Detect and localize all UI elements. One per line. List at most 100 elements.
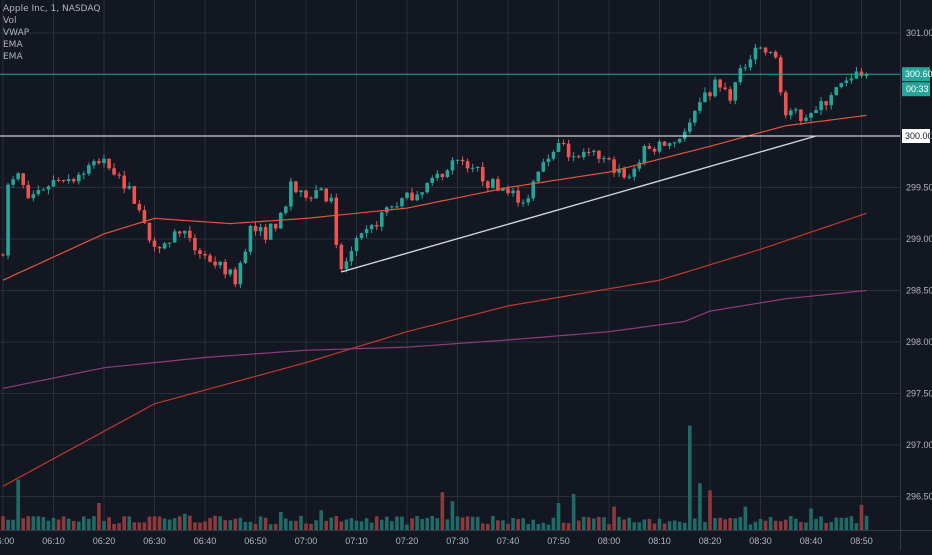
volume-bar <box>758 518 763 530</box>
candle-body <box>597 150 601 159</box>
candle-body <box>82 173 86 175</box>
legend-symbol[interactable]: Apple Inc, 1, NASDAQ <box>3 4 101 14</box>
candle-body <box>703 92 707 103</box>
legend-study-ema-slow[interactable]: EMA <box>3 52 23 62</box>
legend-study-volume[interactable]: Vol <box>3 16 17 26</box>
candle-body <box>637 162 642 169</box>
candle-body <box>607 158 611 160</box>
legend-study-vwap[interactable]: VWAP <box>3 28 30 38</box>
candle-body <box>228 269 233 275</box>
volume-bar <box>516 519 520 530</box>
candle-body <box>46 186 51 190</box>
candle-body <box>167 242 172 244</box>
volume-bar <box>602 517 606 530</box>
candle-body <box>794 109 798 111</box>
volume-bar <box>854 523 859 530</box>
candle-body <box>268 223 273 240</box>
time-axis-label: 08:40 <box>800 536 823 546</box>
candle-body <box>541 161 546 172</box>
candle-body <box>379 212 384 227</box>
price-axis-label: 298.50 <box>906 286 932 296</box>
candle-body <box>248 225 253 252</box>
candle-body <box>137 203 142 211</box>
volume-bar <box>16 479 20 530</box>
volume-bar <box>278 512 283 530</box>
volume-bar <box>849 516 854 530</box>
volume-bar <box>642 519 647 530</box>
candle-body <box>789 110 793 116</box>
volume-bar <box>480 523 485 530</box>
candle-body <box>839 83 844 88</box>
volume-bar <box>319 510 323 530</box>
price-axis-label: 301.00 <box>906 28 932 38</box>
volume-bar <box>268 524 273 530</box>
candle-body <box>455 159 460 161</box>
candle-body <box>127 186 132 189</box>
volume-bar <box>647 518 652 530</box>
time-axis-label: 07:20 <box>396 536 419 546</box>
volume-bar <box>284 518 288 530</box>
volume-bar <box>576 520 581 530</box>
volume-bar <box>76 521 81 530</box>
candle-body <box>299 190 303 193</box>
volume-bar <box>36 516 41 530</box>
candle-body <box>496 179 500 191</box>
candle-body <box>223 261 227 275</box>
volume-bar <box>46 520 51 530</box>
candle-body <box>486 181 490 188</box>
volume-bar <box>273 523 278 530</box>
volume-bar <box>1 516 5 530</box>
volume-bar <box>107 517 111 530</box>
volume-bar <box>132 522 137 530</box>
volume-bar <box>294 520 298 530</box>
candle-body <box>688 122 692 132</box>
candle-body <box>475 167 480 169</box>
candle-body <box>273 223 278 229</box>
volume-bar <box>112 523 116 530</box>
volume-bar <box>491 515 495 530</box>
volume-bar <box>364 518 369 530</box>
volume-bar <box>233 518 238 530</box>
volume-bar <box>157 516 162 530</box>
volume-bar <box>556 503 561 530</box>
time-axis-label: 08:30 <box>749 536 772 546</box>
volume-bar <box>677 521 682 530</box>
candle-body <box>738 68 743 83</box>
volume-bar <box>587 517 591 530</box>
candle-body <box>203 253 207 256</box>
volume-bar <box>6 519 10 530</box>
candle-body <box>778 57 783 93</box>
volume-bar <box>177 516 182 530</box>
legend-study-ema-fast[interactable]: EMA <box>3 40 23 50</box>
candle-body <box>405 192 409 199</box>
volume-bar <box>859 504 864 530</box>
candle-body <box>531 181 536 199</box>
candle-body <box>41 189 46 191</box>
volume-bar <box>718 517 722 530</box>
volume-bar <box>864 515 869 530</box>
chart-legend: Apple Inc, 1, NASDAQ Vol VWAP EMA EMA <box>3 3 100 63</box>
volume-bar <box>344 519 349 530</box>
volume-bar <box>193 522 197 530</box>
candle-body <box>147 222 152 241</box>
volume-bar <box>395 516 399 530</box>
candle-body <box>132 186 137 204</box>
candle-body <box>1 254 5 256</box>
volume-bar <box>61 516 66 530</box>
last-price-tag <box>902 67 930 82</box>
candle-body <box>501 188 505 191</box>
candle-body <box>693 110 697 123</box>
candle-body <box>16 173 20 180</box>
indicator-line-1 <box>2 212 867 487</box>
candle-body <box>314 190 318 199</box>
volume-bar <box>824 522 828 530</box>
volume-bar <box>228 520 233 530</box>
candle-body <box>415 194 419 201</box>
candle-body <box>410 192 414 201</box>
candle-body <box>76 174 81 182</box>
volume-bar <box>405 524 409 530</box>
candle-body <box>652 148 657 152</box>
candle-body <box>662 141 667 146</box>
